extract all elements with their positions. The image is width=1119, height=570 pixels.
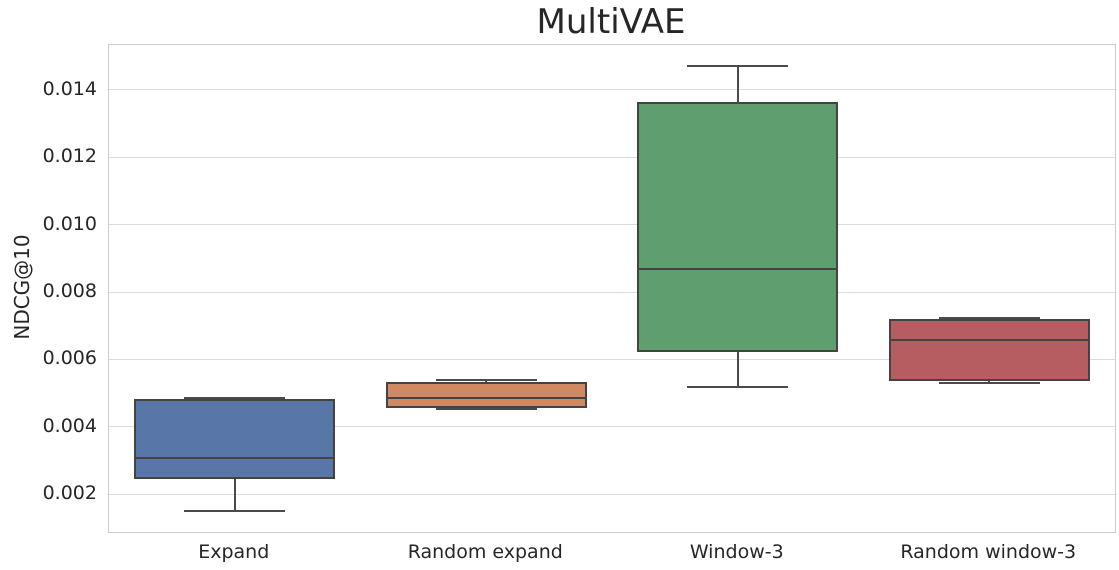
x-tick-label-expand: Expand [198,541,270,563]
whisker-cap-lower [435,407,537,410]
whisker-cap-upper [687,65,789,68]
whisker-cap-upper [184,396,286,399]
gridline [109,89,1115,91]
gridline [109,156,1115,158]
x-tick-label-random-expand: Random expand [407,541,563,563]
plot-area [108,44,1116,533]
box-random-window-3 [888,319,1090,381]
whisker-cap-lower [184,510,286,513]
gridline [109,493,1115,495]
whisker-cap-upper [938,316,1040,319]
box-random-expand [385,381,587,408]
y-tick-label: 0.006 [42,347,97,370]
y-tick-label: 0.008 [42,280,97,303]
whisker-upper [736,66,739,102]
box-expand [134,399,336,480]
median-line-random-expand [385,396,587,399]
gridline [109,291,1115,293]
y-tick-label: 0.004 [42,414,97,437]
chart-title: MultiVAE [536,2,686,42]
median-line-expand [134,456,336,459]
y-tick-label: 0.014 [42,77,97,100]
whisker-cap-lower [687,385,789,388]
median-line-window-3 [637,268,839,271]
gridline [109,358,1115,360]
x-tick-label-random-window-3: Random window-3 [900,541,1077,563]
gridline [109,426,1115,428]
y-tick-label: 0.010 [42,212,97,235]
y-tick-label: 0.002 [42,482,97,505]
x-tick-label-window-3: Window-3 [689,541,784,563]
whisker-lower [736,351,739,387]
box-window-3 [637,101,839,352]
whisker-cap-lower [938,381,1040,384]
whisker-cap-upper [435,379,537,382]
gridline [109,224,1115,226]
median-line-random-window-3 [888,338,1090,341]
y-tick-label: 0.012 [42,145,97,168]
whisker-lower [233,479,236,512]
